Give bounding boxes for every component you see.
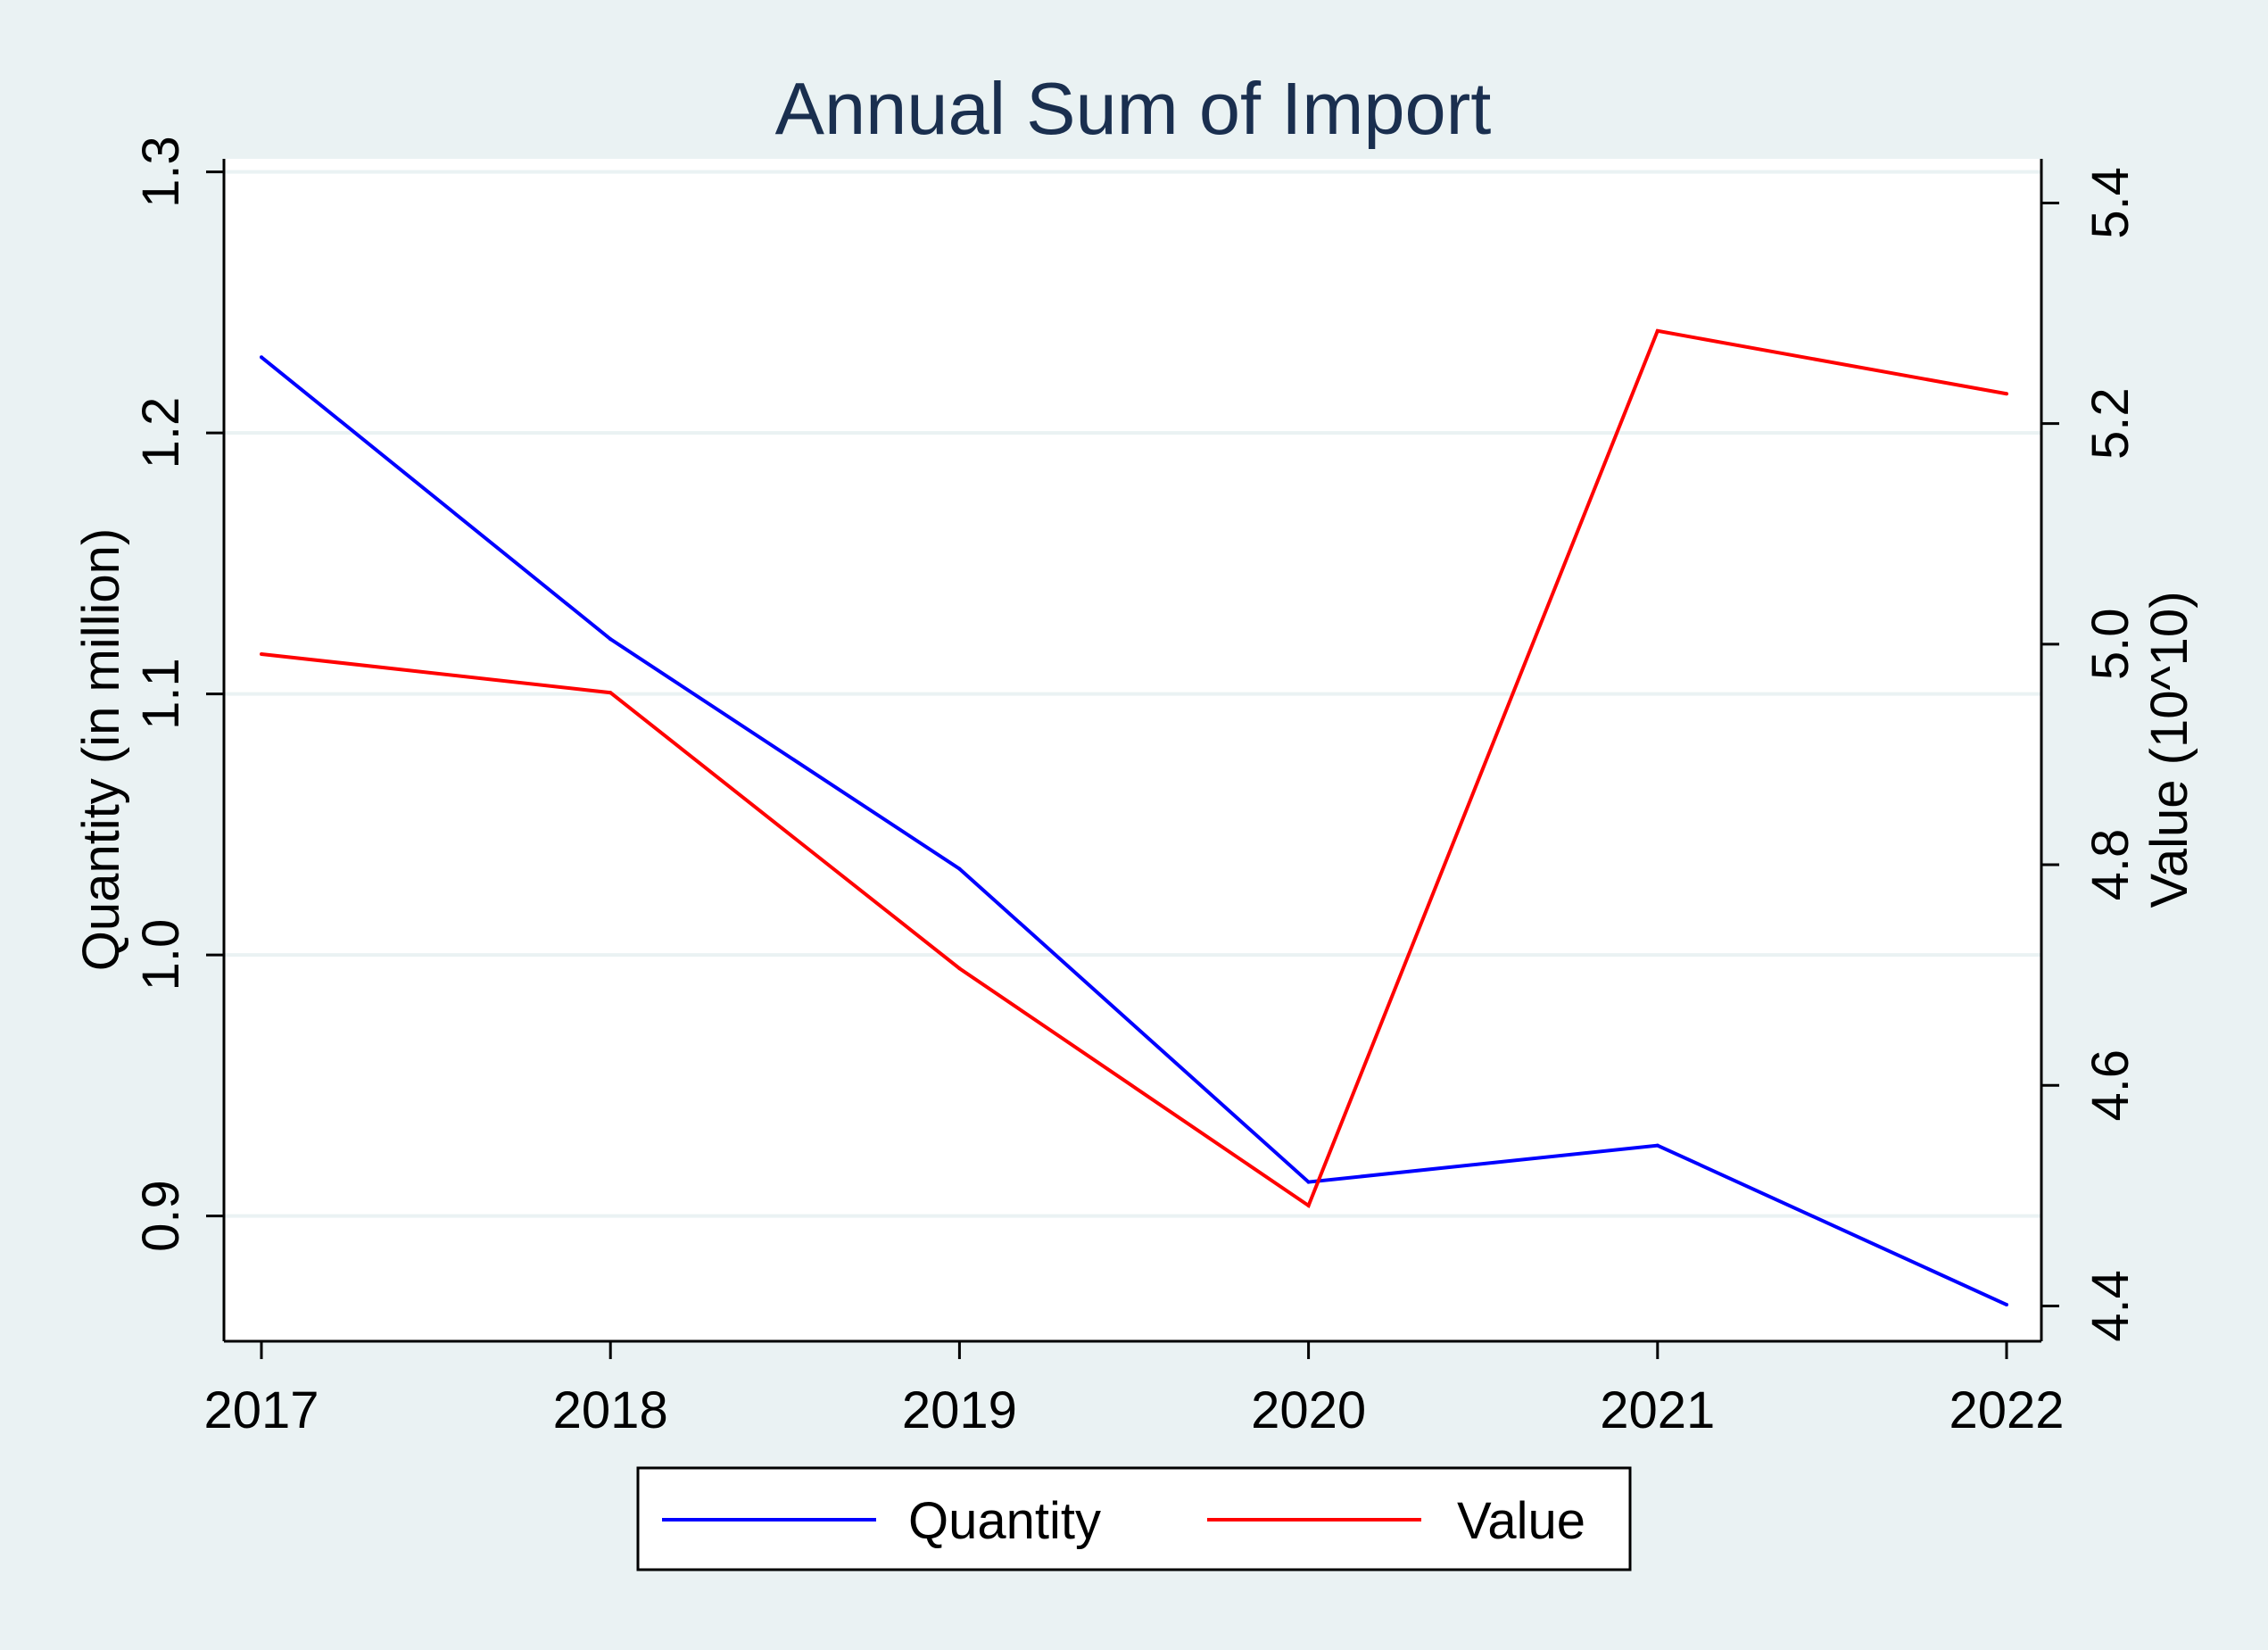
x-tick-label: 2022 bbox=[1949, 1381, 2064, 1439]
x-tick-label: 2017 bbox=[203, 1381, 319, 1439]
x-tick-label: 2018 bbox=[553, 1381, 668, 1439]
left-tick-label: 1.3 bbox=[132, 136, 190, 208]
left-tick-label: 1.2 bbox=[132, 397, 190, 469]
left-tick-label: 1.1 bbox=[132, 658, 190, 730]
data-point-value bbox=[2005, 392, 2008, 396]
data-point-value bbox=[608, 691, 613, 695]
data-point-value bbox=[1655, 328, 1660, 333]
right-axis-title: Value (10^10) bbox=[2140, 591, 2198, 908]
legend-label-value: Value bbox=[1457, 1492, 1585, 1550]
right-tick-label: 4.8 bbox=[2082, 829, 2140, 901]
data-point-quantity bbox=[260, 355, 263, 360]
right-tick-label: 4.6 bbox=[2082, 1049, 2140, 1122]
right-tick-label: 5.0 bbox=[2082, 609, 2140, 681]
data-point-value bbox=[1306, 1203, 1311, 1207]
data-point-quantity bbox=[2005, 1303, 2008, 1307]
x-tick-label: 2021 bbox=[1600, 1381, 1715, 1439]
series-line-quantity bbox=[260, 355, 2007, 1306]
data-point-quantity bbox=[1655, 1143, 1660, 1148]
right-tick-label: 5.2 bbox=[2082, 387, 2140, 460]
left-tick-label: 1.0 bbox=[132, 919, 190, 991]
data-point-value bbox=[260, 651, 263, 656]
data-point-quantity bbox=[1306, 1180, 1311, 1184]
left-tick-label: 0.9 bbox=[132, 1180, 190, 1252]
x-tick-label: 2020 bbox=[1251, 1381, 1366, 1439]
data-point-value bbox=[957, 966, 962, 971]
right-tick-label: 5.4 bbox=[2082, 167, 2140, 239]
legend: Quantity Value bbox=[636, 1466, 1632, 1571]
gridlines bbox=[224, 170, 2041, 1218]
plot-area bbox=[224, 159, 2041, 1341]
right-tick-label: 4.4 bbox=[2082, 1270, 2140, 1342]
axes: 0.9 1.0 1.1 1.2 1.3 4.4 4.6 4.8 5.0 5.2 5.4 2017 201… bbox=[132, 136, 2140, 1439]
left-axis-title: Quantity (in million) bbox=[72, 528, 130, 971]
x-tick-label: 2019 bbox=[902, 1381, 1017, 1439]
series-group bbox=[260, 328, 2008, 1307]
data-point-quantity bbox=[957, 866, 962, 871]
chart-title: Annual Sum of Import bbox=[775, 67, 1492, 150]
legend-label-quantity: Quantity bbox=[908, 1492, 1101, 1550]
data-point-quantity bbox=[608, 637, 613, 642]
series-line-value bbox=[261, 328, 2007, 1209]
